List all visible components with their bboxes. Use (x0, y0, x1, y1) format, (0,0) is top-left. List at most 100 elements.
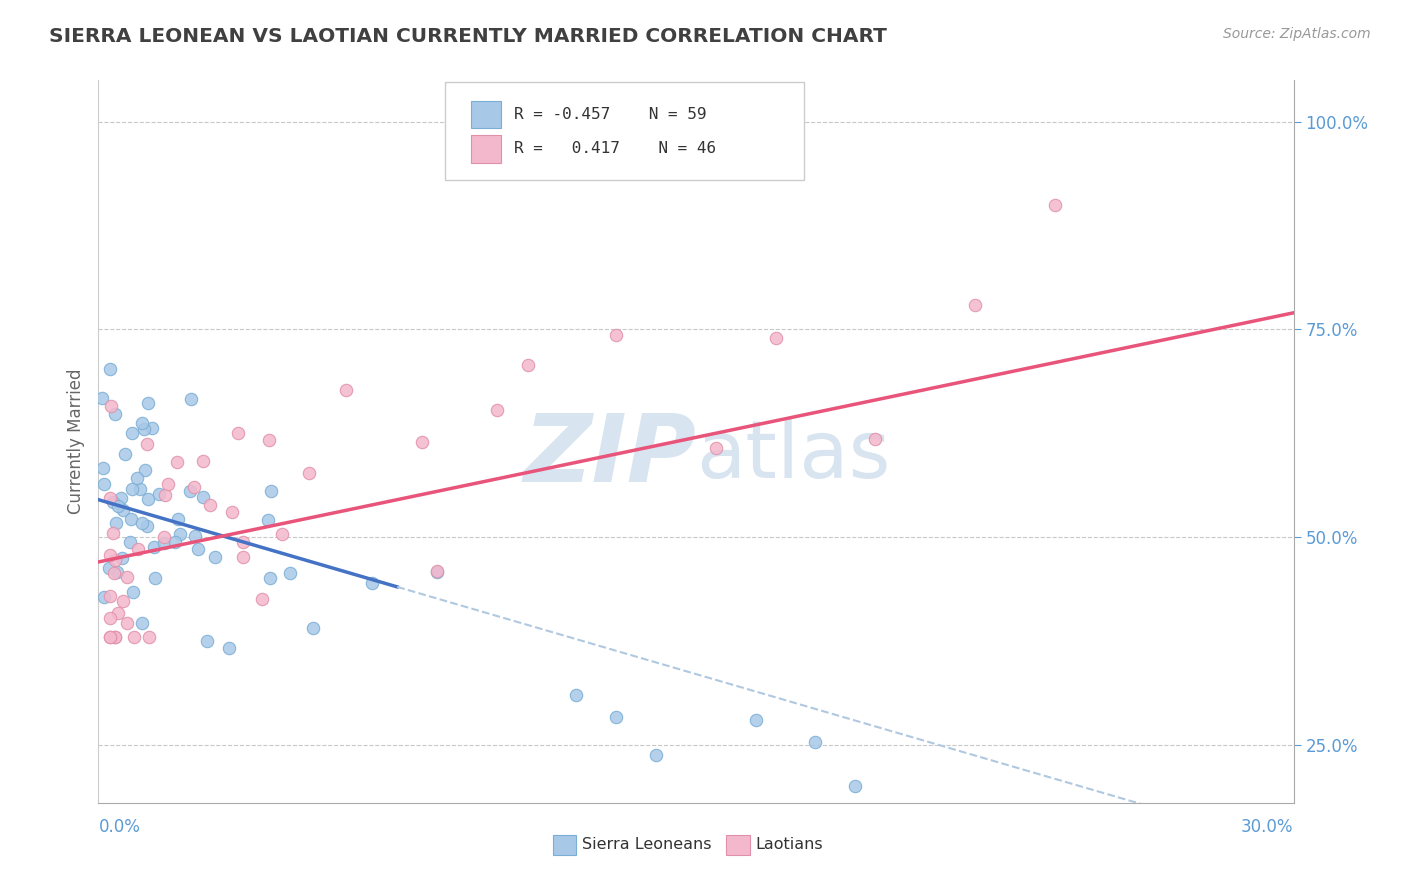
Point (127, 542, 149, 557)
Point (91, 461, 114, 475)
Point (157, 477, 180, 491)
Point (125, 471, 148, 485)
Point (191, 454, 214, 468)
Point (257, 513, 280, 527)
Point (110, 550, 132, 565)
Point (142, 540, 165, 554)
Text: 30.0%: 30.0% (1241, 818, 1294, 836)
Point (121, 585, 143, 599)
Point (844, 779, 866, 793)
Point (110, 491, 132, 505)
Point (298, 466, 321, 480)
FancyBboxPatch shape (446, 82, 804, 180)
Point (136, 492, 159, 507)
Point (91, 391, 114, 405)
Point (104, 630, 127, 644)
Point (166, 455, 188, 469)
Point (138, 630, 160, 644)
Point (115, 570, 138, 584)
Point (121, 482, 143, 496)
Point (963, 298, 986, 312)
Point (153, 535, 176, 549)
Point (131, 615, 153, 630)
Point (865, 432, 887, 446)
Point (280, 566, 302, 581)
Point (98, 630, 122, 644)
Point (257, 433, 280, 447)
Point (166, 512, 188, 526)
Point (204, 550, 226, 565)
Point (131, 416, 153, 430)
Text: ZIP: ZIP (523, 410, 696, 502)
Point (221, 505, 243, 519)
Point (148, 487, 170, 501)
Point (104, 407, 127, 421)
Point (169, 526, 191, 541)
Point (98, 630, 122, 644)
Point (131, 516, 153, 530)
Bar (471, 101, 501, 128)
Text: R = -0.457    N = 59: R = -0.457 N = 59 (515, 107, 707, 121)
Point (97, 561, 120, 575)
Point (260, 483, 283, 498)
Point (93, 476, 115, 491)
Point (426, 564, 449, 578)
Point (765, 331, 787, 345)
Point (193, 490, 215, 504)
Point (136, 396, 159, 410)
Text: Sierra Leoneans: Sierra Leoneans (582, 838, 711, 852)
Point (184, 529, 207, 543)
Point (101, 494, 124, 508)
Bar (725, 835, 749, 855)
Point (101, 525, 124, 540)
Bar (553, 835, 576, 855)
Point (98, 548, 122, 562)
Point (117, 616, 139, 631)
Point (232, 535, 254, 549)
Point (187, 542, 209, 557)
Point (98, 491, 122, 505)
Point (98, 611, 122, 625)
Point (135, 519, 157, 533)
Point (98, 361, 122, 376)
Point (232, 549, 254, 564)
Point (98, 589, 122, 603)
Point (128, 482, 150, 496)
Bar (471, 136, 501, 162)
Y-axis label: Currently Married: Currently Married (66, 368, 84, 515)
Point (111, 594, 134, 608)
Text: R =   0.417    N = 46: R = 0.417 N = 46 (515, 142, 717, 156)
Point (270, 527, 292, 541)
Point (136, 437, 159, 451)
Point (179, 483, 201, 498)
Point (132, 422, 155, 436)
Text: SIERRA LEONEAN VS LAOTIAN CURRENTLY MARRIED CORRELATION CHART: SIERRA LEONEAN VS LAOTIAN CURRENTLY MARR… (49, 27, 887, 45)
Point (1043, 198, 1066, 212)
Point (120, 512, 142, 526)
Point (107, 606, 129, 620)
Point (259, 570, 281, 584)
Point (141, 421, 163, 435)
Point (485, 403, 508, 417)
Point (804, 735, 827, 749)
Point (183, 480, 205, 494)
Point (226, 425, 249, 440)
Point (104, 516, 127, 531)
Point (145, 571, 167, 585)
Text: atlas: atlas (696, 417, 890, 495)
Point (153, 488, 176, 502)
Point (411, 434, 433, 449)
Point (114, 447, 136, 461)
Point (107, 500, 129, 514)
Point (93, 590, 115, 604)
Point (605, 328, 627, 343)
Point (516, 358, 538, 372)
Point (426, 565, 449, 579)
Point (121, 425, 143, 440)
Point (105, 565, 128, 579)
Point (218, 640, 240, 655)
Point (565, 688, 588, 702)
Point (103, 566, 125, 580)
Point (104, 553, 127, 567)
Point (302, 621, 325, 635)
